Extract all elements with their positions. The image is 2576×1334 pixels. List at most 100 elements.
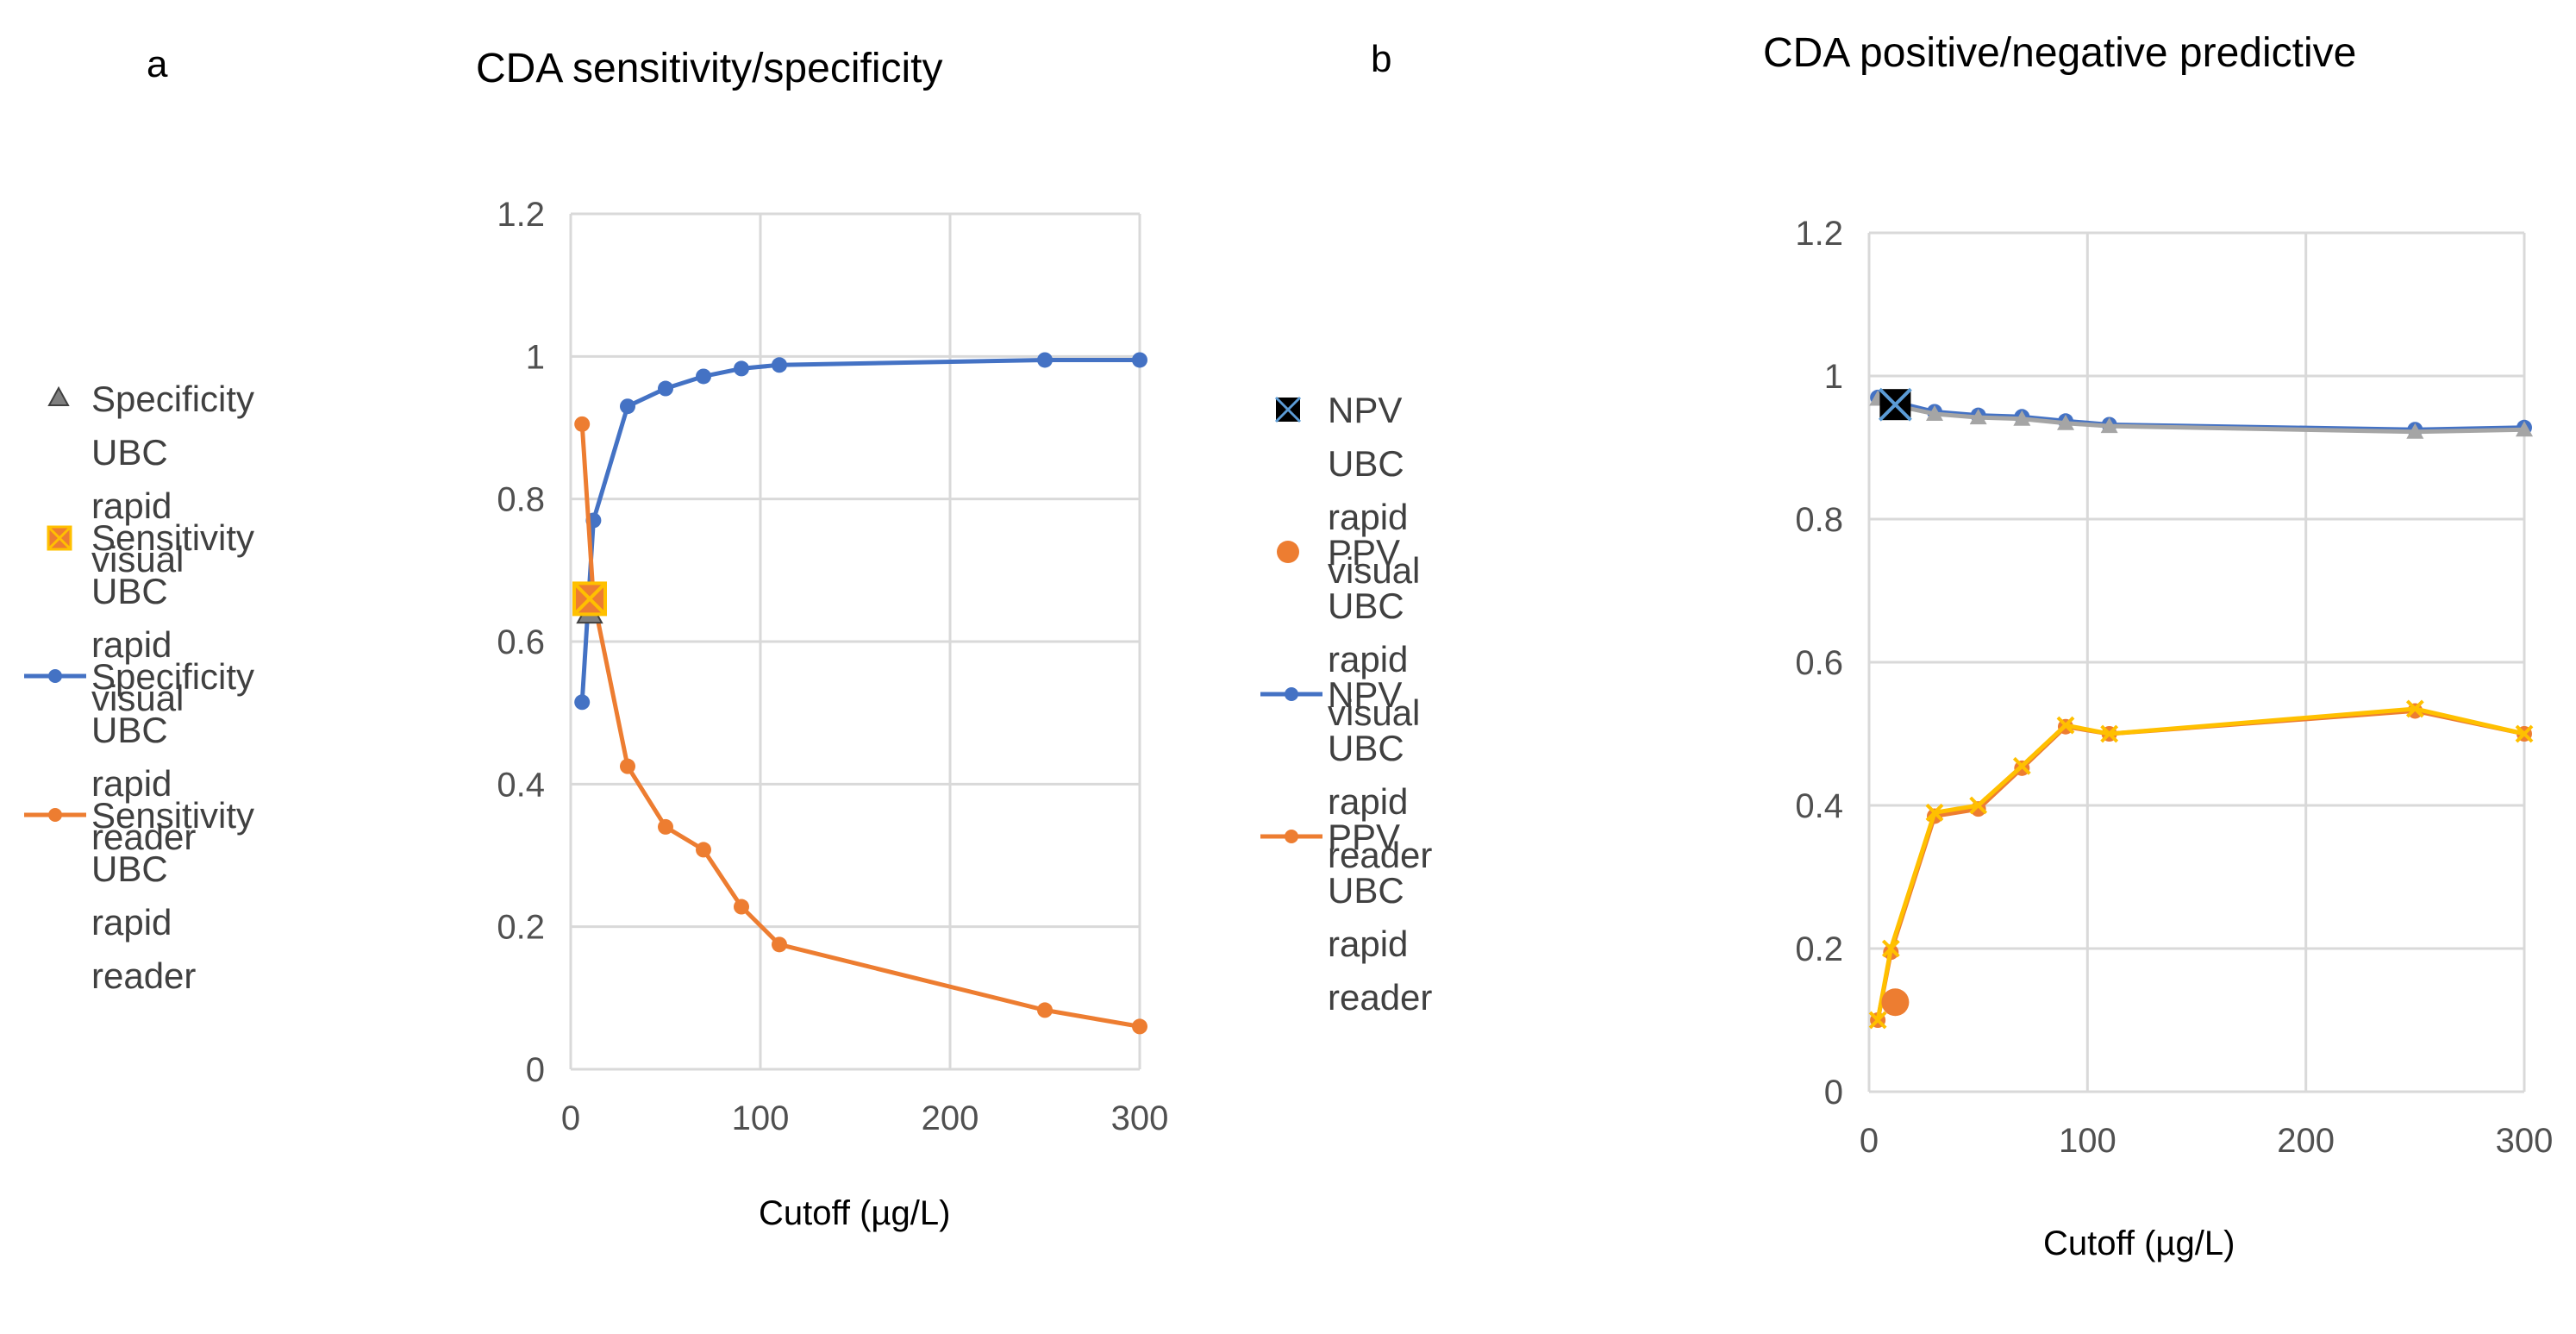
legend-a-line1: Specificity UBC [91, 656, 255, 750]
y-tick-label: 0.2 [497, 909, 545, 947]
x-tick-label: 0 [561, 1099, 580, 1137]
data-point [658, 818, 673, 835]
legend-b-line2: rapid visual [1328, 639, 1421, 733]
series-line [1875, 706, 2525, 1021]
data-point [2057, 414, 2074, 430]
blue-line-marker-icon [24, 669, 86, 683]
data-point [1881, 988, 1910, 1017]
triangle-marker-icon [47, 385, 70, 406]
x-tick-label: 300 [2496, 1122, 2554, 1160]
series-line [579, 357, 1140, 703]
square-x-marker-icon [47, 525, 72, 551]
data-point [574, 416, 591, 432]
legend-b-line2: rapid visual [1328, 497, 1421, 591]
data-point [1969, 796, 1988, 815]
legend-a-line1: Sensitivity UBC [91, 795, 255, 889]
x-axis-title: Cutoff (µg/L) [2043, 1224, 2235, 1262]
chart-a: 0 0.2 0.4 0.6 0.8 1 1.2 0 100 200 300 Cutoff (µg/L) [497, 196, 1168, 1232]
data-point [1926, 404, 1943, 421]
chart-b: 0 0.2 0.4 0.6 0.8 1 1.2 0 100 200 300 Cutoff (µg/L) [1795, 215, 2553, 1262]
legend-b-line1: NPV UBC [1328, 390, 1404, 484]
legend-b-line1: PPV UBC [1328, 817, 1404, 911]
orange-line-marker-icon [24, 808, 86, 822]
data-point [2100, 417, 2118, 434]
y-tick-label: 0.8 [1795, 501, 1843, 539]
series-ppv-ubc-rapid-reader-yellow- [1868, 699, 2534, 1030]
data-point [572, 581, 607, 617]
y-tick-label: 1 [1824, 358, 1843, 396]
data-point [2406, 423, 2424, 439]
data-point [2405, 699, 2424, 718]
data-point [620, 398, 635, 415]
data-point [1132, 1018, 1147, 1035]
series-sensitivity-ubc-rapid-visual [572, 581, 607, 617]
series-npv-ubc-rapid-visual [1878, 387, 1912, 422]
panel-a-label: a [147, 43, 168, 85]
legend-b-line2: rapid reader [1328, 924, 1433, 1018]
orange-circle-marker-icon [1277, 541, 1299, 563]
data-point [620, 758, 635, 774]
legend-a-line2: rapid reader [91, 763, 197, 857]
panel-a-title: CDA sensitivity/specificity [476, 46, 943, 91]
data-point [574, 694, 591, 711]
legend-b-line2: rapid reader [1328, 781, 1433, 875]
orange-line-marker-icon [1260, 830, 1322, 843]
legend-a-line1: Specificity UBC [91, 379, 255, 473]
data-point [1868, 1011, 1887, 1030]
y-tick-label: 0.4 [1795, 787, 1843, 825]
data-point [2056, 716, 2075, 735]
data-point [734, 899, 749, 915]
data-point [1132, 352, 1147, 368]
y-tick-label: 1.2 [1795, 215, 1843, 253]
x-tick-label: 200 [2277, 1122, 2335, 1160]
legend-b-line1: PPV UBC [1328, 532, 1404, 626]
data-point [658, 380, 673, 397]
data-point [1969, 409, 1987, 425]
data-point [772, 357, 787, 373]
y-tick-label: 1.2 [497, 196, 545, 234]
data-point [2100, 724, 2119, 743]
series-ppv-ubc-rapid-visual [1881, 988, 1910, 1017]
y-tick-label: 0 [1824, 1074, 1843, 1112]
y-tick-label: 0.6 [1795, 644, 1843, 682]
data-point [696, 842, 711, 858]
legend-b-line1: NPV UBC [1328, 674, 1404, 768]
panel-b-title: CDA positive/negative predictive [1763, 30, 2357, 76]
y-tick-label: 0.2 [1795, 930, 1843, 968]
y-tick-label: 0.4 [497, 766, 545, 804]
x-tick-label: 200 [922, 1099, 979, 1137]
x-tick-label: 0 [1860, 1122, 1879, 1160]
data-point [1881, 939, 1900, 958]
data-point [2013, 410, 2031, 426]
series-ppv-ubc-rapid-reader [1870, 703, 2532, 1028]
data-point [1925, 803, 1944, 822]
legend-a-line2: rapid visual [91, 624, 184, 718]
x-tick-label: 100 [2059, 1122, 2116, 1160]
y-tick-label: 0.8 [497, 481, 545, 519]
blue-line-marker-icon [1260, 687, 1322, 701]
data-point [734, 360, 749, 377]
panel-b-label: b [1371, 38, 1392, 80]
legend-a-line2: rapid visual [91, 485, 184, 579]
data-point [1037, 1002, 1053, 1018]
data-point [1878, 387, 1912, 422]
legend-a-line2: rapid reader [91, 902, 197, 996]
legend-a-line1: Sensitivity UBC [91, 517, 255, 611]
data-point [1037, 352, 1053, 368]
x-axis-title: Cutoff (µg/L) [759, 1194, 950, 1232]
y-tick-label: 0.6 [497, 623, 545, 661]
data-point [772, 936, 787, 953]
data-point [2515, 724, 2534, 743]
x-tick-label: 300 [1111, 1099, 1169, 1137]
series-sensitivity-ubc-rapid-reader [574, 416, 1147, 1035]
black-x-marker-icon [1274, 396, 1302, 423]
series-line [579, 423, 1141, 1029]
series-specificity-ubc-rapid-reader [574, 352, 1147, 711]
x-tick-label: 100 [732, 1099, 790, 1137]
data-point [2012, 756, 2031, 775]
data-point [2516, 421, 2533, 437]
y-tick-label: 0 [526, 1051, 545, 1089]
data-point [696, 368, 711, 385]
series-line [1875, 708, 2525, 1021]
